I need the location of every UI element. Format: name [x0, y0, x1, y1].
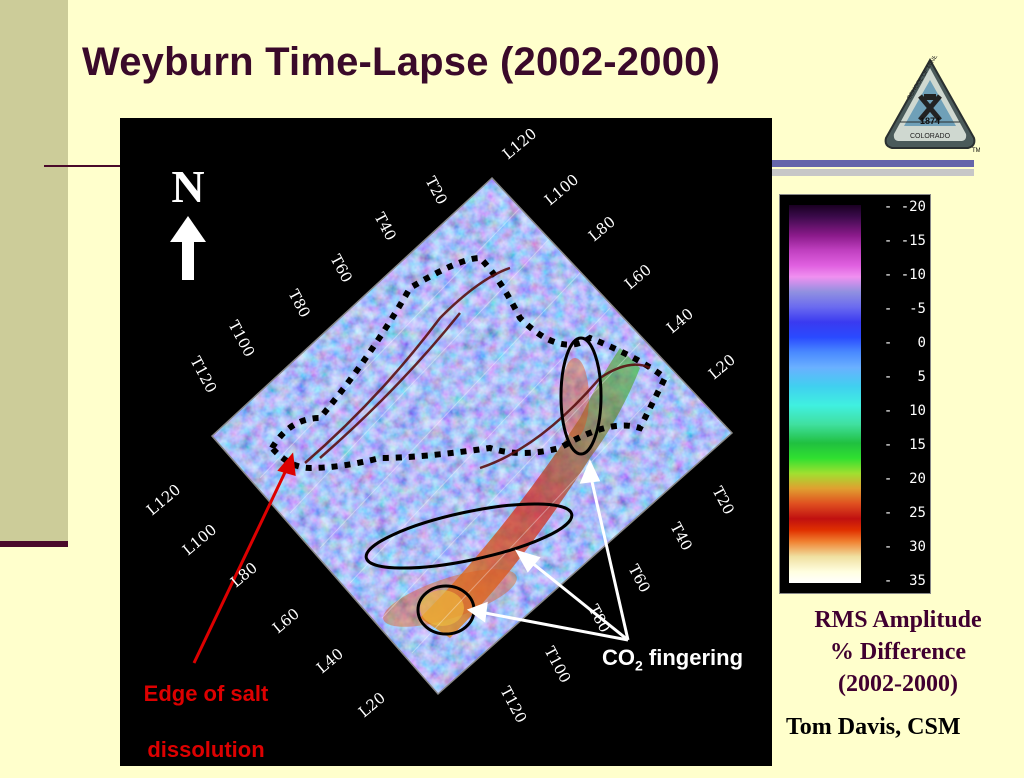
cb-label-6: - 10 [883, 403, 926, 419]
grid-label-tr-2: L80 [585, 213, 619, 245]
seismic-map: N T20 T40 T60 T80 T100 T120 L120 L100 L8… [120, 118, 772, 766]
grid-label-br-0: T20 [708, 483, 738, 517]
grid-label-tl-2: T60 [326, 251, 356, 285]
grid-label-bl-1: L100 [179, 520, 220, 559]
co2-subscript: 2 [635, 657, 643, 674]
author-credit: Tom Davis, CSM [786, 714, 961, 740]
grid-label-tl-3: T80 [284, 286, 314, 320]
cb-label-1: - -15 [883, 233, 926, 249]
north-arrow-icon [170, 216, 206, 280]
co2-ellipse-upper [559, 336, 603, 456]
co2-suffix: fingering [642, 645, 744, 670]
cb-label-10: - 30 [883, 539, 926, 555]
grid-label-tr-3: L60 [621, 261, 655, 293]
grid-label-tl-1: T40 [370, 209, 400, 243]
co2-annotation: CO2 fingering [602, 645, 743, 673]
grid-label-br-3: T80 [584, 601, 614, 635]
svg-text:TM: TM [972, 148, 980, 154]
cb-label-11: - 35 [883, 573, 926, 589]
caption-line-1: RMS Amplitude [814, 607, 982, 633]
title-rule-right [772, 160, 974, 178]
caption-line-3: (2002-2000) [838, 671, 958, 697]
cb-label-9: - 25 [883, 505, 926, 521]
caption-line-2: % Difference [829, 639, 967, 665]
left-accent-rule [0, 541, 68, 547]
grid-label-br-4: T100 [540, 643, 574, 686]
grid-label-tr-0: L120 [499, 124, 540, 163]
cb-label-4: - 0 [883, 335, 926, 351]
grid-label-tl-5: T120 [186, 353, 220, 396]
svg-text:1874: 1874 [920, 116, 940, 126]
title-rule-left [44, 165, 124, 167]
svg-text:COLORADO: COLORADO [910, 133, 951, 140]
cb-label-7: - 15 [883, 437, 926, 453]
grid-label-tl-4: T100 [224, 317, 258, 360]
grid-label-tl-0: T20 [421, 173, 451, 207]
salt-dissolution-boundary [268, 254, 669, 472]
left-accent-bar [0, 0, 68, 547]
cb-label-2: - -10 [883, 267, 926, 283]
cb-label-0: - -20 [883, 199, 926, 215]
north-label: N [171, 161, 204, 212]
grid-label-bl-3: L60 [269, 605, 303, 637]
slide-title: Weyburn Time-Lapse (2002-2000) [82, 40, 721, 84]
salt-annotation-line-1: Edge of salt [143, 681, 269, 706]
color-scale-labels: - -20 - -15 - -10 - -5 - 0 - 5 - 10 - 15… [868, 195, 928, 593]
cb-label-5: - 5 [883, 369, 926, 385]
grid-label-bl-5: L20 [355, 689, 389, 721]
cb-label-3: - -5 [883, 301, 926, 317]
grid-label-tr-5: L20 [705, 351, 739, 383]
cb-label-8: - 20 [883, 471, 926, 487]
grid-label-bl-4: L40 [313, 645, 347, 677]
grid-label-br-5: T120 [496, 683, 530, 726]
grid-label-tr-4: L40 [663, 305, 697, 337]
salt-annotation-line-2: dissolution [147, 737, 265, 762]
grid-label-br-1: T40 [666, 519, 696, 553]
co2-prefix: CO [602, 645, 635, 670]
grid-label-bl-0: L120 [143, 480, 184, 519]
color-scale-caption: RMS Amplitude % Difference (2002-2000) [780, 604, 1016, 700]
grid-label-tr-1: L100 [541, 170, 582, 209]
color-scale: - -20 - -15 - -10 - -5 - 0 - 5 - 10 - 15… [779, 194, 931, 594]
co2-ellipse-middle [364, 502, 574, 570]
school-logo: 1874 COLORADO SCHOOL OF MINES TM [880, 51, 981, 156]
salt-annotation: Edge of salt dissolution [120, 666, 292, 778]
color-scale-gradient [789, 205, 861, 583]
grid-label-br-2: T60 [624, 561, 654, 595]
